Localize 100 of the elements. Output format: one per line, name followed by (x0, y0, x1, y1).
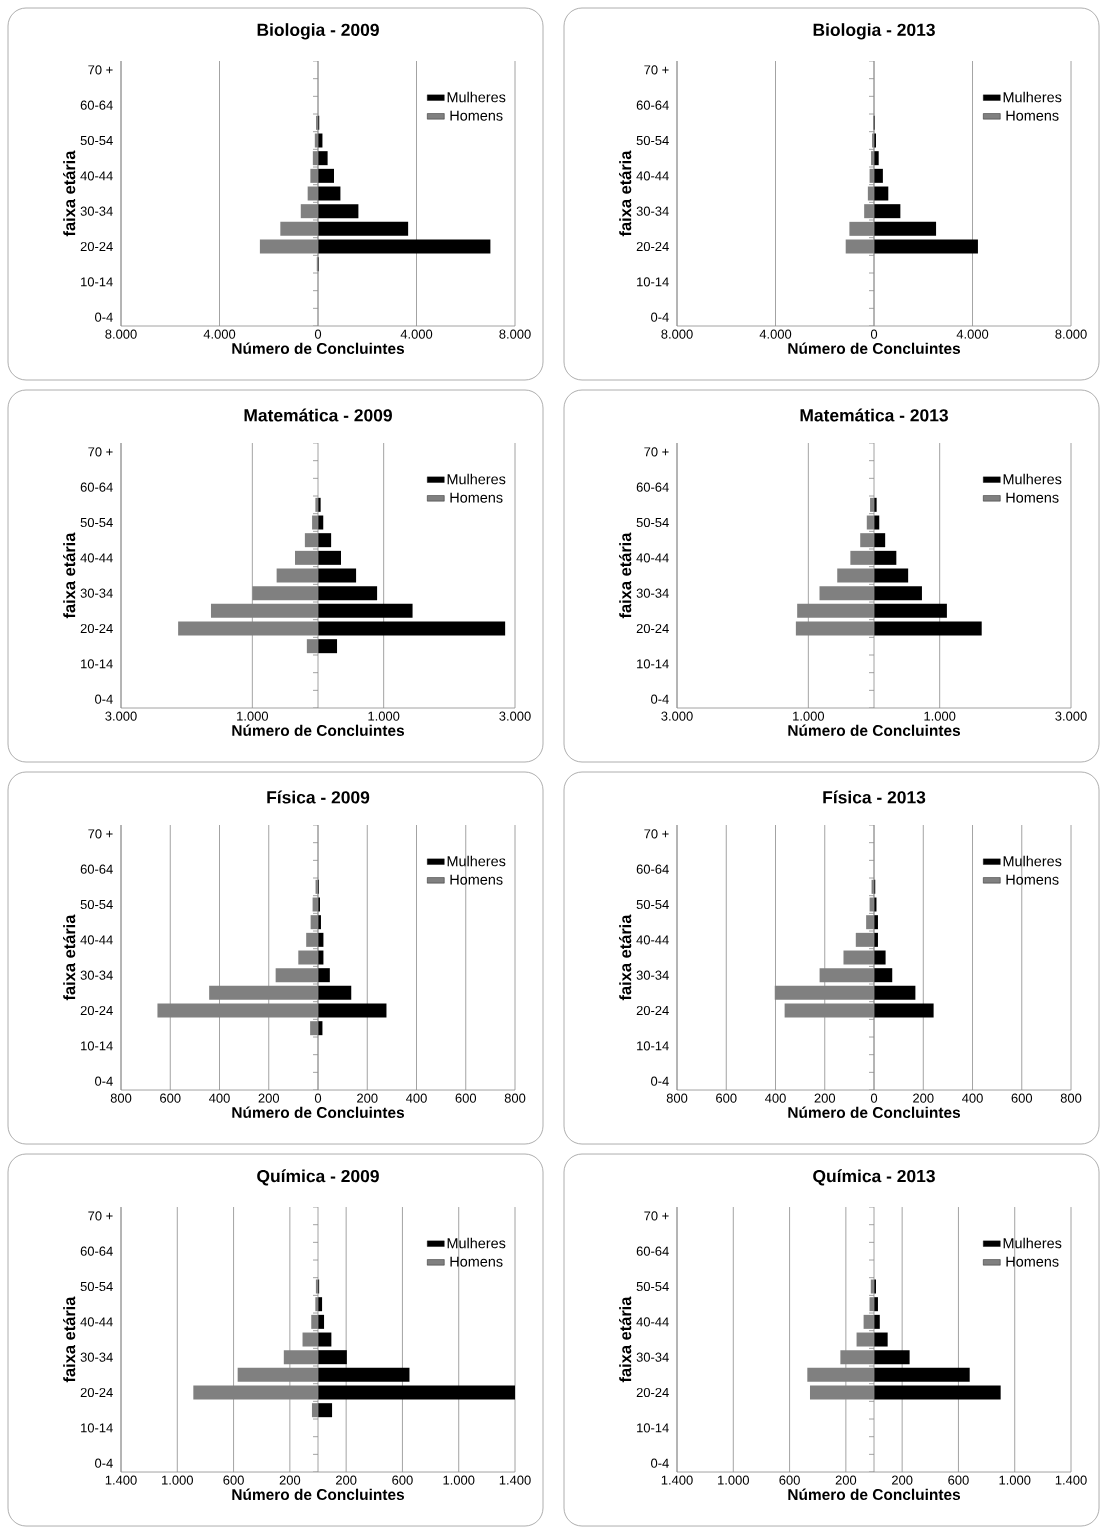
y-tick-label: 10-14 (637, 1423, 669, 1433)
x-tick-label: 600 (779, 1475, 800, 1485)
x-tick-label: 400 (209, 1093, 230, 1103)
x-tick-label: 600 (1011, 1093, 1033, 1103)
y-tick-label: 0-4 (95, 1076, 113, 1086)
x-tick-label: 3.000 (1055, 711, 1087, 721)
y-tick-label: 60-64 (80, 1246, 113, 1256)
y-tick-label: 60-64 (80, 100, 113, 110)
x-tick-label: 800 (504, 1093, 526, 1103)
legend-label: Mulheres (447, 1237, 506, 1249)
x-tick-label: 3.000 (105, 711, 137, 721)
y-axis-title: faixa etária (63, 1296, 76, 1383)
y-tick-label: 70 + (644, 829, 669, 839)
x-tick-label: 8.000 (1055, 329, 1087, 339)
y-tick-label: 20-24 (636, 1387, 669, 1398)
y-tick-label: 70 + (88, 65, 113, 75)
x-tick-label: 3.000 (661, 711, 693, 721)
y-tick-label: 10-14 (637, 659, 669, 669)
x-tick-label: 400 (765, 1093, 786, 1103)
x-tick-label: 4.000 (203, 329, 236, 339)
x-tick-label: 8.000 (661, 329, 693, 339)
legend-label: Mulheres (1003, 91, 1062, 103)
y-axis-title: faixa etária (619, 150, 632, 237)
y-tick-label: 50-54 (636, 135, 669, 146)
x-axis-title: Número de Concluintes (788, 342, 961, 355)
x-tick-label: 800 (110, 1093, 132, 1103)
x-tick-label: 1.000 (368, 711, 400, 721)
y-tick-label: 20-24 (80, 1005, 113, 1016)
y-tick-label: 40-44 (80, 553, 113, 563)
y-tick-label: 50-54 (80, 135, 113, 146)
x-tick-label: 1.000 (443, 1475, 475, 1485)
x-tick-label: 0 (314, 1093, 322, 1103)
y-tick-label: 10-14 (81, 659, 113, 669)
y-tick-label: 50-54 (636, 517, 669, 528)
x-tick-label: 0 (870, 329, 878, 339)
y-tick-label: 20-24 (80, 1387, 113, 1398)
chart-title: Física - 2013 (823, 790, 926, 804)
x-tick-label: 0 (314, 329, 322, 339)
y-axis-title: faixa etária (63, 150, 76, 237)
x-tick-label: 3.000 (499, 711, 531, 721)
x-tick-label: 400 (406, 1093, 427, 1103)
y-tick-label: 10-14 (81, 1423, 113, 1433)
y-tick-label: 30-34 (80, 206, 113, 216)
y-tick-label: 70 + (644, 65, 669, 75)
y-axis-title: faixa etária (619, 914, 632, 1001)
y-tick-label: 30-34 (80, 588, 113, 598)
y-tick-label: 10-14 (637, 277, 669, 287)
y-tick-label: 50-54 (80, 517, 113, 528)
x-tick-label: 1.000 (999, 1475, 1031, 1485)
x-tick-label: 1.400 (661, 1475, 693, 1485)
y-tick-label: 20-24 (636, 623, 669, 634)
x-axis-title: Número de Concluintes (788, 724, 961, 737)
x-tick-label: 200 (357, 1093, 378, 1103)
legend-label: Mulheres (447, 91, 506, 103)
y-tick-label: 20-24 (80, 623, 113, 634)
y-tick-label: 40-44 (636, 171, 669, 181)
legend-label: Mulheres (447, 473, 506, 485)
y-tick-label: 40-44 (80, 171, 113, 181)
x-tick-label: 200 (814, 1093, 836, 1103)
legend-label: Homens (1006, 874, 1059, 885)
y-tick-label: 10-14 (81, 1041, 113, 1051)
x-tick-label: 8.000 (499, 329, 531, 339)
x-tick-label: 1.000 (237, 711, 269, 721)
y-tick-label: 40-44 (80, 1317, 113, 1327)
x-tick-label: 200 (835, 1475, 857, 1485)
x-tick-label: 4.000 (759, 329, 792, 339)
x-tick-label: 4.000 (400, 329, 433, 339)
x-tick-label: 1.400 (1055, 1475, 1087, 1485)
y-tick-label: 20-24 (636, 1005, 669, 1016)
y-tick-label: 40-44 (636, 1317, 669, 1327)
y-tick-label: 0-4 (95, 1458, 113, 1468)
legend-label: Homens (1006, 1256, 1059, 1267)
y-tick-label: 40-44 (636, 553, 669, 563)
chart-title: Biologia - 2013 (813, 23, 935, 40)
y-tick-label: 0-4 (651, 312, 669, 322)
x-tick-label: 1.000 (793, 711, 825, 721)
x-axis-title: Número de Concluintes (788, 1488, 961, 1501)
y-tick-label: 30-34 (636, 1352, 669, 1362)
y-tick-label: 70 + (88, 1211, 113, 1221)
x-tick-label: 0 (870, 1093, 878, 1103)
legend-label: Homens (1006, 110, 1059, 121)
y-tick-label: 10-14 (81, 277, 113, 287)
x-axis-title: Número de Concluintes (788, 1106, 961, 1119)
legend-label: Homens (450, 492, 503, 503)
y-tick-label: 60-64 (636, 864, 669, 874)
x-tick-label: 600 (392, 1475, 413, 1485)
y-tick-label: 0-4 (651, 1458, 669, 1468)
y-axis-title: faixa etária (63, 914, 76, 1001)
legend-label: Mulheres (447, 855, 506, 867)
x-tick-label: 8.000 (105, 329, 137, 339)
legend-label: Homens (450, 874, 503, 885)
x-tick-label: 600 (160, 1093, 181, 1103)
y-tick-label: 20-24 (636, 241, 669, 252)
x-tick-label: 200 (892, 1475, 913, 1485)
x-tick-label: 600 (455, 1093, 477, 1103)
y-tick-label: 20-24 (80, 241, 113, 252)
legend-label: Mulheres (1003, 855, 1062, 867)
chart-title: Química - 2013 (813, 1169, 935, 1186)
chart-title: Física - 2009 (267, 790, 370, 804)
x-tick-label: 200 (913, 1093, 934, 1103)
